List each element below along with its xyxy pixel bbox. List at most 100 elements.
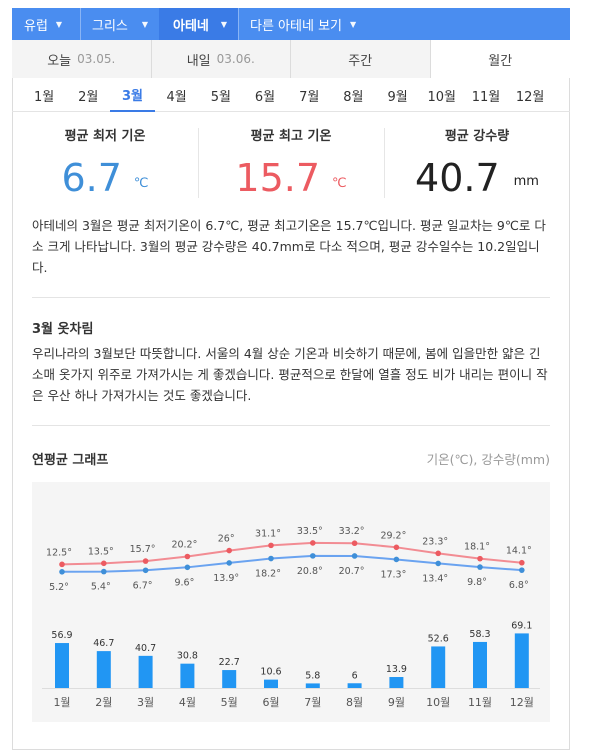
precipitation-label: 13.9 xyxy=(386,664,407,675)
breadcrumb-item-other-athens[interactable]: 다른 아테네 보기 ▼ xyxy=(238,8,374,40)
month-tab-4[interactable]: 4월 xyxy=(166,89,187,105)
month-tick-label: 3월 xyxy=(137,696,154,709)
tab-monthly[interactable]: 월간 xyxy=(430,40,570,78)
precipitation-label: 58.3 xyxy=(469,629,490,640)
triangle-down-icon: ▼ xyxy=(220,19,228,29)
max-temp-point xyxy=(101,560,107,567)
month-summary: 아테네의 3월은 평균 최저기온이 6.7℃, 평균 최고기온은 15.7℃입니… xyxy=(32,218,546,275)
breadcrumb-separator xyxy=(80,8,81,40)
stat-precipitation: 평균 강수량 40.7 mm xyxy=(384,126,570,202)
breadcrumb-item-greece[interactable]: 그리스 ▼ xyxy=(80,8,160,40)
breadcrumb-separator xyxy=(238,8,239,40)
annual-chart: 12.5° 13.5° 15.7° 20.2° 26° 31.1° 33.5° 33.2° 29… xyxy=(32,482,550,722)
breadcrumb-label: 다른 아테네 보기 xyxy=(250,18,342,34)
max-temp-point xyxy=(310,540,316,546)
month-tab-2[interactable]: 2월 xyxy=(78,89,99,105)
month-tab-10[interactable]: 10월 xyxy=(427,89,457,105)
max-temp-label: 33.5° xyxy=(297,526,323,537)
min-temp-label: 13.9° xyxy=(213,573,239,584)
max-temp-label: 23.3° xyxy=(422,536,448,547)
max-temp-label: 20.2° xyxy=(171,539,197,550)
min-temp-point xyxy=(519,567,525,573)
max-temp-label: 29.2° xyxy=(380,530,406,541)
precipitation-bar xyxy=(514,633,529,688)
precipitation-bar xyxy=(389,677,404,688)
min-temp-point xyxy=(393,556,400,563)
min-temp-label: 18.2° xyxy=(255,569,281,580)
min-temp-label: 5.4° xyxy=(91,582,111,593)
month-tick-label: 7월 xyxy=(304,696,321,709)
precipitation-bar xyxy=(180,663,195,688)
triangle-down-icon: ▼ xyxy=(350,19,357,29)
min-temp-point xyxy=(268,555,274,562)
graph-units-note: 기온(℃), 강수량(mm) xyxy=(426,452,550,467)
monthly-stats: 평균 최저 기온 6.7 ℃ 평균 최고 기온 15.7 ℃ 평균 강수량 40.7… xyxy=(12,126,570,202)
min-temp-label: 13.4° xyxy=(422,573,448,584)
max-temp-label: 15.7° xyxy=(130,544,156,555)
month-tick-label: 1월 xyxy=(53,696,70,709)
max-temp-label: 18.1° xyxy=(464,542,490,553)
tab-label: 월간 xyxy=(488,53,513,69)
tab-tomorrow[interactable]: 내일 03.06. xyxy=(151,40,291,78)
tab-label: 주간 xyxy=(348,53,373,69)
min-temp-value: 6.7 xyxy=(61,156,122,200)
max-temp-label: 31.1° xyxy=(255,528,281,539)
triangle-down-icon: ▼ xyxy=(141,19,149,29)
month-tick-label: 12월 xyxy=(510,696,534,709)
divider xyxy=(32,425,550,426)
stat-label: 평균 최고 기온 xyxy=(250,129,332,144)
max-temp-value: 15.7 xyxy=(235,156,320,200)
month-tick-label: 5월 xyxy=(221,696,238,709)
precipitation-label: 56.9 xyxy=(51,630,72,641)
annual-chart-svg: 12.5° 13.5° 15.7° 20.2° 26° 31.1° 33.5° 33.2° 29… xyxy=(42,526,540,709)
max-temp-label: 26° xyxy=(218,534,235,545)
month-tick-label: 4월 xyxy=(179,696,196,709)
min-temp-point xyxy=(477,564,483,570)
precipitation-bar xyxy=(138,655,153,688)
precipitation-label: 30.8 xyxy=(177,651,198,662)
min-temp-point xyxy=(435,560,442,567)
tab-weekly[interactable]: 주간 xyxy=(291,40,431,78)
month-tick-label: 8월 xyxy=(346,696,363,709)
month-tab-7[interactable]: 7월 xyxy=(299,89,320,105)
month-tab-9[interactable]: 9월 xyxy=(387,89,408,105)
breadcrumb: 유럽 ▼ 그리스 ▼ 아테네 ▼ 다른 아테네 보기 ▼ xyxy=(12,8,570,40)
month-tick-label: 2월 xyxy=(95,696,112,709)
min-temp-point xyxy=(59,568,65,575)
month-tick-label: 9월 xyxy=(388,696,405,709)
month-tab-8[interactable]: 8월 xyxy=(343,89,364,105)
max-temp-point xyxy=(268,542,274,549)
precipitation-label: 5.8 xyxy=(305,670,320,681)
max-temp-label: 33.2° xyxy=(339,526,365,537)
tab-date: 03.05. xyxy=(77,52,116,66)
breadcrumb-item-athens[interactable]: 아테네 ▼ xyxy=(159,8,239,40)
month-tick-label: 6월 xyxy=(262,696,279,709)
precipitation-label: 6 xyxy=(352,670,358,681)
breadcrumb-label: 유럽 xyxy=(24,18,48,34)
month-tab-6[interactable]: 6월 xyxy=(254,89,276,105)
month-tab-5[interactable]: 5월 xyxy=(210,89,231,105)
precipitation-bar xyxy=(96,651,111,688)
precipitation-bar xyxy=(264,679,278,688)
month-tab-11[interactable]: 11월 xyxy=(471,89,501,105)
max-temp-line xyxy=(61,541,522,566)
min-temp-label: 5.2° xyxy=(49,582,69,593)
max-temp-point xyxy=(519,559,525,566)
clothing-title: 3월 옷차림 xyxy=(32,322,94,337)
precipitation-label: 52.6 xyxy=(428,633,449,644)
precipitation-bar xyxy=(55,643,69,688)
min-temp-label: 9.8° xyxy=(467,577,487,588)
month-tab-1[interactable]: 1월 xyxy=(33,89,55,105)
min-temp-label: 20.8° xyxy=(297,566,323,577)
max-temp-point xyxy=(477,555,483,562)
breadcrumb-label: 아테네 xyxy=(173,18,209,34)
tab-today[interactable]: 오늘 03.05. xyxy=(12,40,152,78)
stat-value-wrap: 15.7 ℃ xyxy=(198,154,384,202)
breadcrumb-item-europe[interactable]: 유럽 ▼ xyxy=(12,8,81,40)
month-tab-12[interactable]: 12월 xyxy=(515,89,545,105)
tab-date: 03.06. xyxy=(216,52,255,66)
max-temp-label: 12.5° xyxy=(46,547,72,558)
month-tab-3[interactable]: 3월 xyxy=(110,78,155,112)
min-temp-label: 6.7° xyxy=(133,580,153,591)
clothing-text: 우리나라의 3월보단 따뜻합니다. 서울의 4월 상순 기온과 비슷하기 때문에… xyxy=(32,346,548,403)
